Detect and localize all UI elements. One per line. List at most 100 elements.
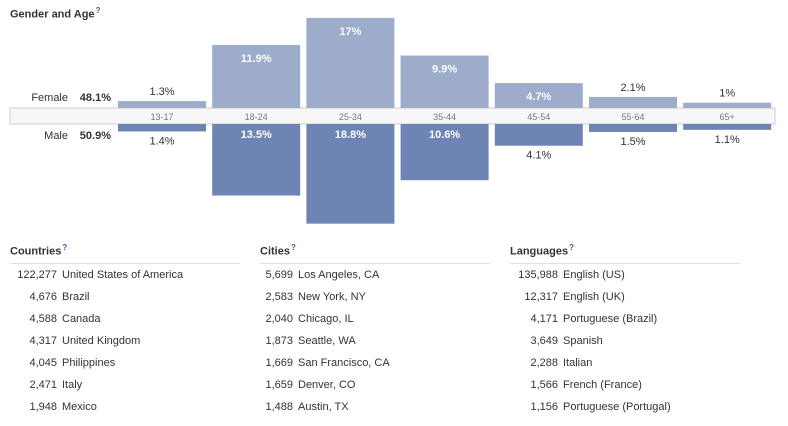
male-bar	[400, 124, 489, 181]
languages-title: Languages	[510, 245, 569, 258]
age-tick-label: 45-54	[527, 112, 550, 122]
row-count: 4,676	[29, 290, 57, 303]
row-count: 2,040	[265, 312, 293, 325]
row-count: 2,583	[265, 290, 293, 303]
cities-row: 5,699 Los Angeles, CA	[260, 264, 490, 286]
countries-row: 122,277 United States of America	[10, 264, 240, 286]
male-data-label: 1.4%	[149, 135, 174, 147]
row-count: 12,317	[524, 290, 558, 303]
female-data-label: 1%	[719, 88, 735, 100]
row-label: New York, NY	[298, 290, 366, 303]
age-tick-label: 13-17	[150, 112, 173, 122]
female-total: 48.1%	[80, 92, 111, 104]
row-count: 3,649	[530, 334, 558, 347]
female-bar	[683, 102, 772, 108]
row-count: 2,288	[530, 356, 558, 369]
female-data-label: 4.7%	[526, 91, 551, 103]
male-data-label: 1.1%	[715, 134, 740, 146]
row-label: French (France)	[563, 378, 642, 391]
male-bar	[212, 124, 301, 196]
male-bar	[589, 124, 677, 132]
countries-row: 4,588 Canada	[10, 308, 240, 330]
countries-row: 1,948 Mexico	[10, 396, 240, 418]
languages-header: Languages?	[510, 243, 740, 264]
countries-table: Countries? 122,277 United States of Ameri…	[10, 243, 240, 418]
male-label: Male	[44, 130, 68, 142]
help-icon[interactable]: ?	[95, 6, 101, 15]
female-data-label: 9.9%	[432, 64, 457, 76]
row-label: Portuguese (Portugal)	[563, 400, 671, 413]
cities-row: 1,669 San Francisco, CA	[260, 352, 490, 374]
row-label: Chicago, IL	[298, 312, 354, 325]
row-label: United States of America	[62, 268, 184, 281]
male-bar	[306, 124, 395, 224]
male-data-label: 13.5%	[241, 129, 272, 141]
languages-table: Languages? 135,988 English (US) 12,317 Engl…	[510, 243, 740, 418]
languages-row: 2,288 Italian	[510, 352, 740, 374]
row-label: English (US)	[563, 268, 625, 281]
help-icon[interactable]: ?	[62, 243, 68, 252]
row-label: Italian	[563, 356, 593, 369]
row-label: Spanish	[563, 334, 603, 347]
male-bar	[494, 124, 583, 146]
languages-row: 1,566 French (France)	[510, 374, 740, 396]
countries-title: Countries	[10, 245, 62, 258]
female-data-label: 11.9%	[241, 53, 272, 65]
cities-title: Cities	[260, 245, 290, 258]
row-count: 1,948	[29, 400, 57, 413]
row-label: Seattle, WA	[298, 334, 356, 347]
row-count: 4,045	[29, 356, 57, 369]
row-label: Mexico	[62, 400, 97, 413]
gender-age-title-text: Gender and Age	[10, 8, 95, 21]
row-label: Portuguese (Brazil)	[563, 312, 658, 325]
languages-row: 4,171 Portuguese (Brazil)	[510, 308, 740, 330]
languages-row: 12,317 English (UK)	[510, 286, 740, 308]
row-count: 4,317	[29, 334, 57, 347]
cities-table: Cities? 5,699 Los Angeles, CA 2,583 New Yor…	[260, 243, 490, 418]
male-total: 50.9%	[80, 130, 111, 142]
age-tick-label: 18-24	[245, 112, 268, 122]
row-count: 1,156	[530, 400, 558, 413]
female-bar	[212, 44, 301, 108]
help-icon[interactable]: ?	[290, 243, 296, 252]
help-icon[interactable]: ?	[569, 243, 574, 252]
female-bar	[400, 55, 489, 108]
age-tick-label: 25-34	[339, 112, 362, 122]
row-label: United Kingdom	[62, 334, 141, 347]
age-axis-band	[9, 107, 776, 125]
male-bar	[118, 124, 206, 132]
row-count: 1,873	[265, 334, 293, 347]
languages-row: 1,156 Portuguese (Portugal)	[510, 396, 740, 418]
countries-rows: 122,277 United States of America 4,676 Braz…	[10, 264, 240, 418]
female-data-label: 1.3%	[149, 86, 174, 98]
row-label: Italy	[62, 378, 83, 391]
row-label: San Francisco, CA	[298, 356, 390, 369]
female-bar	[589, 96, 677, 108]
male-data-label: 18.8%	[335, 129, 366, 141]
male-bar	[683, 124, 772, 130]
row-label: Philippines	[62, 356, 116, 369]
countries-header: Countries?	[10, 243, 240, 264]
row-count: 122,277	[17, 268, 57, 281]
gender-age-title: Gender and Age?	[10, 6, 100, 21]
row-count: 135,988	[518, 268, 558, 281]
row-count: 4,588	[29, 312, 57, 325]
row-count: 1,566	[530, 378, 558, 391]
countries-row: 4,045 Philippines	[10, 352, 240, 374]
row-label: Los Angeles, CA	[298, 268, 380, 281]
row-label: Canada	[62, 312, 101, 325]
female-bar	[494, 83, 583, 108]
female-bar	[118, 101, 206, 108]
countries-row: 2,471 Italy	[10, 374, 240, 396]
age-tick-label: 35-44	[433, 112, 456, 122]
female-bar	[306, 17, 395, 108]
row-count: 4,171	[530, 312, 558, 325]
languages-rows: 135,988 English (US) 12,317 English (UK) 4,1…	[510, 264, 740, 418]
male-data-label: 1.5%	[620, 136, 645, 148]
age-tick-label: 55-64	[621, 112, 644, 122]
gender-age-chart: Female 48.1% Male 50.9% 13-17 1.3% 1.4% 18-24 11…	[9, 17, 776, 224]
cities-row: 2,583 New York, NY	[260, 286, 490, 308]
female-data-label: 2.1%	[620, 82, 645, 94]
cities-row: 1,659 Denver, CO	[260, 374, 490, 396]
female-data-label: 17%	[339, 26, 361, 38]
